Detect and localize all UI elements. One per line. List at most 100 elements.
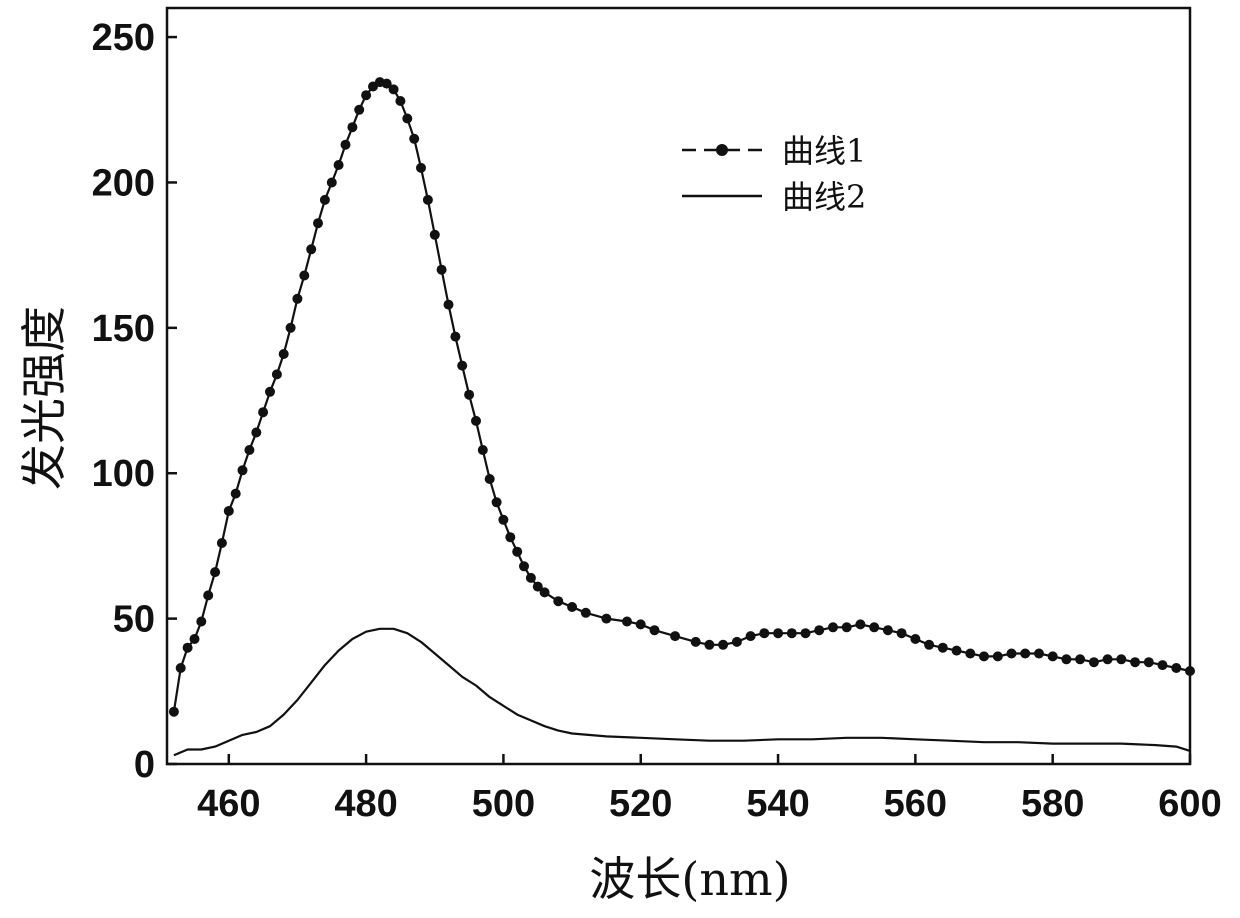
series-1-point <box>1158 660 1168 670</box>
series-1-point <box>1116 654 1126 664</box>
x-tick-label: 480 <box>334 783 397 825</box>
series-1-point <box>581 608 591 618</box>
x-tick-label: 600 <box>1158 783 1221 825</box>
series-1-point <box>814 625 824 635</box>
legend: 曲线1 曲线2 <box>682 132 866 216</box>
series-1-point <box>636 619 646 629</box>
series-1-point <box>299 271 309 281</box>
legend-label-curve1: 曲线1 <box>782 132 866 170</box>
series-1-point <box>485 474 495 484</box>
series-1-point <box>1075 654 1085 664</box>
series-1-point <box>395 96 405 106</box>
series-1-point <box>938 643 948 653</box>
series-layer <box>169 77 1195 755</box>
series-1-point <box>327 178 337 188</box>
series-1-point <box>526 573 536 583</box>
series-1-point <box>855 619 865 629</box>
series-1-point <box>965 649 975 659</box>
series-1-point <box>313 218 323 228</box>
series-1-point <box>828 622 838 632</box>
series-1-point <box>464 390 474 400</box>
series-1-point <box>341 140 351 150</box>
series-1-point <box>910 634 920 644</box>
series-1-point <box>231 489 241 499</box>
series-1-point <box>437 265 447 275</box>
series-1-point <box>505 532 515 542</box>
series-1-point <box>718 640 728 650</box>
series-1-point <box>176 663 186 673</box>
series-1-point <box>1130 657 1140 667</box>
series-1-point <box>1007 649 1017 659</box>
x-tick-label: 460 <box>197 783 260 825</box>
series-1-point <box>183 643 193 653</box>
series-1-point <box>190 634 200 644</box>
series-1-point <box>759 628 769 638</box>
y-tick-label: 100 <box>92 453 155 495</box>
y-tick-label: 200 <box>92 162 155 204</box>
series-1-point <box>650 625 660 635</box>
legend-label-curve2: 曲线2 <box>782 178 866 216</box>
series-1-point <box>622 617 632 627</box>
series-1-point <box>423 195 433 205</box>
series-1-point <box>553 596 563 606</box>
series-1-point <box>773 628 783 638</box>
x-tick-label: 520 <box>609 783 672 825</box>
series-1-point <box>471 416 481 426</box>
series-1-point <box>601 614 611 624</box>
y-tick-label: 150 <box>92 308 155 350</box>
series-1-point <box>842 622 852 632</box>
series-1-point <box>217 538 227 548</box>
series-1-point <box>869 622 879 632</box>
series-1-point <box>450 332 460 342</box>
series-1-point <box>787 628 797 638</box>
series-1-point <box>430 230 440 240</box>
series-1-point <box>512 547 522 557</box>
x-tick-label: 500 <box>472 783 535 825</box>
series-1-point <box>354 105 364 115</box>
series-1-point <box>691 637 701 647</box>
series-1-point <box>1061 654 1071 664</box>
series-1-point <box>286 323 296 333</box>
series-1-point <box>1103 654 1113 664</box>
series-2-line <box>174 629 1190 756</box>
series-1-point <box>203 590 213 600</box>
series-1-point <box>492 497 502 507</box>
series-1-point <box>272 369 282 379</box>
y-axis-ticks: 050100150200250 <box>92 17 177 786</box>
y-axis-title: 发光强度 <box>17 306 71 490</box>
legend-marker-curve1 <box>716 144 728 156</box>
series-1-point <box>670 631 680 641</box>
series-1-point <box>169 707 179 717</box>
series-1-point <box>306 244 316 254</box>
series-1-point <box>1020 649 1030 659</box>
y-tick-label: 50 <box>113 599 155 641</box>
x-tick-label: 540 <box>746 783 809 825</box>
series-1-point <box>993 651 1003 661</box>
series-1-point <box>704 640 714 650</box>
x-axis-title: 波长(nm) <box>589 852 790 906</box>
series-1-point <box>244 445 254 455</box>
series-1-point <box>1171 663 1181 673</box>
series-1-point <box>347 122 357 132</box>
series-1-point <box>1185 666 1195 676</box>
series-1-point <box>210 567 220 577</box>
series-1-point <box>416 163 426 173</box>
y-tick-label: 250 <box>92 17 155 59</box>
series-1-point <box>746 631 756 641</box>
series-1-point <box>979 651 989 661</box>
series-1-point <box>292 294 302 304</box>
series-1-point <box>238 465 248 475</box>
series-1-point <box>265 387 275 397</box>
series-1-point <box>478 445 488 455</box>
series-1-point <box>279 349 289 359</box>
series-1-point <box>1034 649 1044 659</box>
series-1-point <box>897 628 907 638</box>
series-1-point <box>732 637 742 647</box>
series-1-point <box>883 625 893 635</box>
series-1-point <box>498 515 508 525</box>
series-1-point <box>519 561 529 571</box>
series-1-point <box>540 587 550 597</box>
x-tick-label: 580 <box>1021 783 1084 825</box>
